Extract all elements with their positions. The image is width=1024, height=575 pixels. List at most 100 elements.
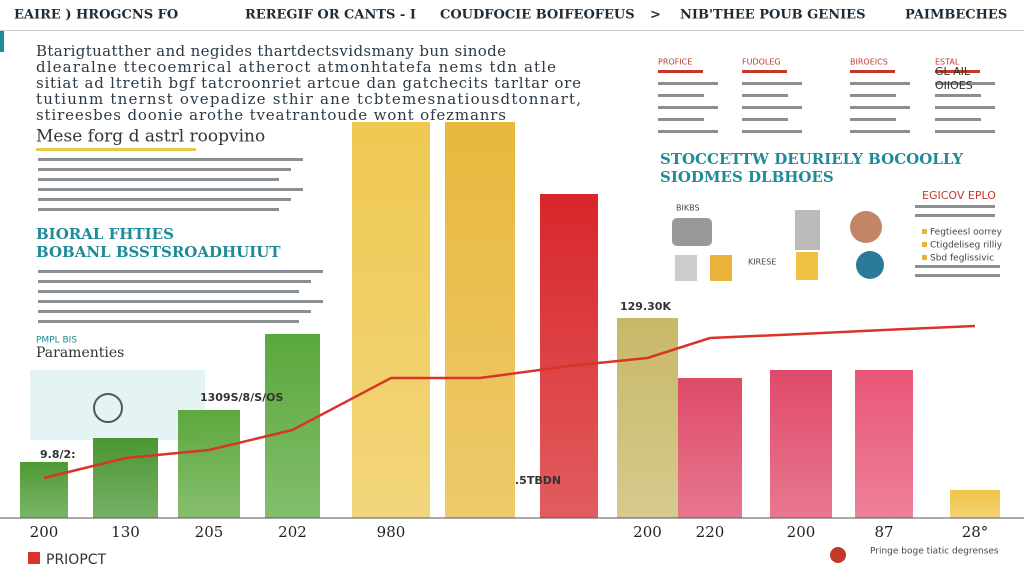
table-cell-line [935, 106, 995, 109]
intro-line: Btarigtuatther and negides thartdectsvid… [36, 42, 506, 60]
text-line [915, 265, 1000, 268]
bar [617, 318, 678, 518]
data-label: .5TBDN [515, 474, 561, 487]
table-rule [742, 70, 787, 73]
intro: Btarigtuatther and negides thartdectsvid… [36, 42, 581, 323]
icon-label: BIKBS [676, 204, 700, 213]
x-tick-label: 980 [377, 523, 406, 541]
icon-group: BIKBS KIRESE [672, 204, 884, 281]
x-tick-label: 28° [962, 523, 989, 541]
bullet [922, 255, 927, 260]
table-cell-line [742, 118, 788, 121]
bar [93, 438, 158, 518]
side-item: Fegtieesl oorrey [930, 228, 1003, 238]
data-label: 129.30K [620, 300, 671, 313]
table-cell-line [850, 94, 896, 97]
table-cell-line [742, 130, 802, 133]
table-rule [658, 70, 703, 73]
text-line [38, 208, 279, 211]
bullet [922, 242, 927, 247]
text-line [915, 205, 995, 208]
table-cell-line [935, 118, 981, 121]
intro-heading: Mese forg d astrl roopvino [36, 127, 265, 147]
section-label: Paramenties [36, 345, 124, 361]
bar [352, 122, 430, 518]
chart: 200 130 205 202 980 200 220 200 87 28° 9.8/2: 1309S… [0, 122, 1024, 541]
table-rule [935, 70, 980, 73]
text-line [38, 178, 279, 181]
text-line [38, 320, 299, 323]
table-cell-line [742, 82, 802, 85]
icon [796, 252, 818, 280]
bar [770, 370, 832, 518]
nav-item: REREGIF OR CANTS - I [245, 8, 416, 23]
data-label: 1309S/8/S/OS [200, 391, 284, 404]
text-line [38, 188, 303, 191]
bar [445, 122, 515, 518]
text-line [38, 168, 291, 171]
table-extra: OIIOES [935, 79, 973, 92]
bar [678, 378, 742, 518]
text-line [915, 214, 995, 217]
table-cell-line [658, 130, 718, 133]
text-line [38, 270, 323, 273]
text-line [38, 280, 311, 283]
x-tick-label: 200 [30, 523, 59, 541]
section-subtitle: BOBANL BSSTSROADHUIUT [36, 243, 281, 261]
section-small-label: PMPL BIS [36, 336, 77, 346]
icon [93, 393, 123, 423]
info-panel [30, 370, 205, 440]
icon-caption: KIRESE [748, 258, 776, 267]
intro-line: sitiat ad ltretih bgf tatcroonriet artcu… [36, 74, 581, 92]
table-cell-line [850, 118, 896, 121]
x-tick-label: 205 [195, 523, 224, 541]
table-cell-line [658, 118, 704, 121]
header-bar [0, 0, 1024, 30]
x-tick-label: 200 [633, 523, 662, 541]
text-line [38, 158, 303, 161]
section-title: BIORAL FHTIES [36, 225, 174, 243]
table-cell-line [935, 82, 995, 85]
heading-underline [36, 148, 196, 151]
text-line [38, 300, 323, 303]
nav-item: PAIMBECHES [905, 8, 1007, 23]
bar [950, 490, 1000, 518]
table-header: ESTAL [935, 58, 960, 67]
intro-line: tutiunm tnernst ovepadize sthir ane tcbt… [36, 90, 581, 108]
table-cell-line [935, 130, 995, 133]
bar [178, 410, 240, 518]
nav-item: COUDFOCIE BOIFEOFEUS [440, 8, 635, 23]
table-rule [850, 70, 895, 73]
nav-item: EAIRE ) HROGCNS FO [14, 8, 178, 23]
header-rule [0, 30, 1024, 31]
bar [540, 194, 598, 518]
icon [710, 255, 732, 281]
x-tick-label: 220 [696, 523, 725, 541]
icon [850, 211, 882, 243]
table-cell-line [658, 82, 718, 85]
footer-brand: PRIOPCT [46, 552, 107, 568]
side-item: Sbd feglissivic [930, 254, 994, 264]
data-label: 9.8/2: [40, 448, 76, 461]
side-item: Ctigdeliseg rilliy [930, 241, 1003, 251]
nav-item: > [650, 8, 661, 23]
table-cell-line [850, 82, 910, 85]
x-tick-label: 87 [874, 523, 893, 541]
table-header: BIROEICS [850, 58, 888, 67]
nav-item: NIB'THEE POUB GENIES [680, 8, 865, 23]
intro-line: stireesbes doonie arothe tveatrantoude w… [36, 106, 506, 124]
table-header: FUDOLEG [742, 58, 781, 67]
bullet [922, 229, 927, 234]
table-cell-line [850, 130, 910, 133]
header: EAIRE ) HROGCNS FO REREGIF OR CANTS - I CO… [14, 8, 1007, 23]
intro-line: dlearalne ttecoemrical atheroct atmonhta… [36, 58, 556, 76]
bar [855, 370, 913, 518]
text-line [38, 198, 291, 201]
table-cell-line [850, 106, 910, 109]
side-panel: Fegtieesl oorrey Ctigdeliseg rilliy Sbd fe… [915, 205, 1003, 277]
footer-icon [830, 547, 846, 563]
text-line [38, 310, 311, 313]
text-line [38, 290, 299, 293]
